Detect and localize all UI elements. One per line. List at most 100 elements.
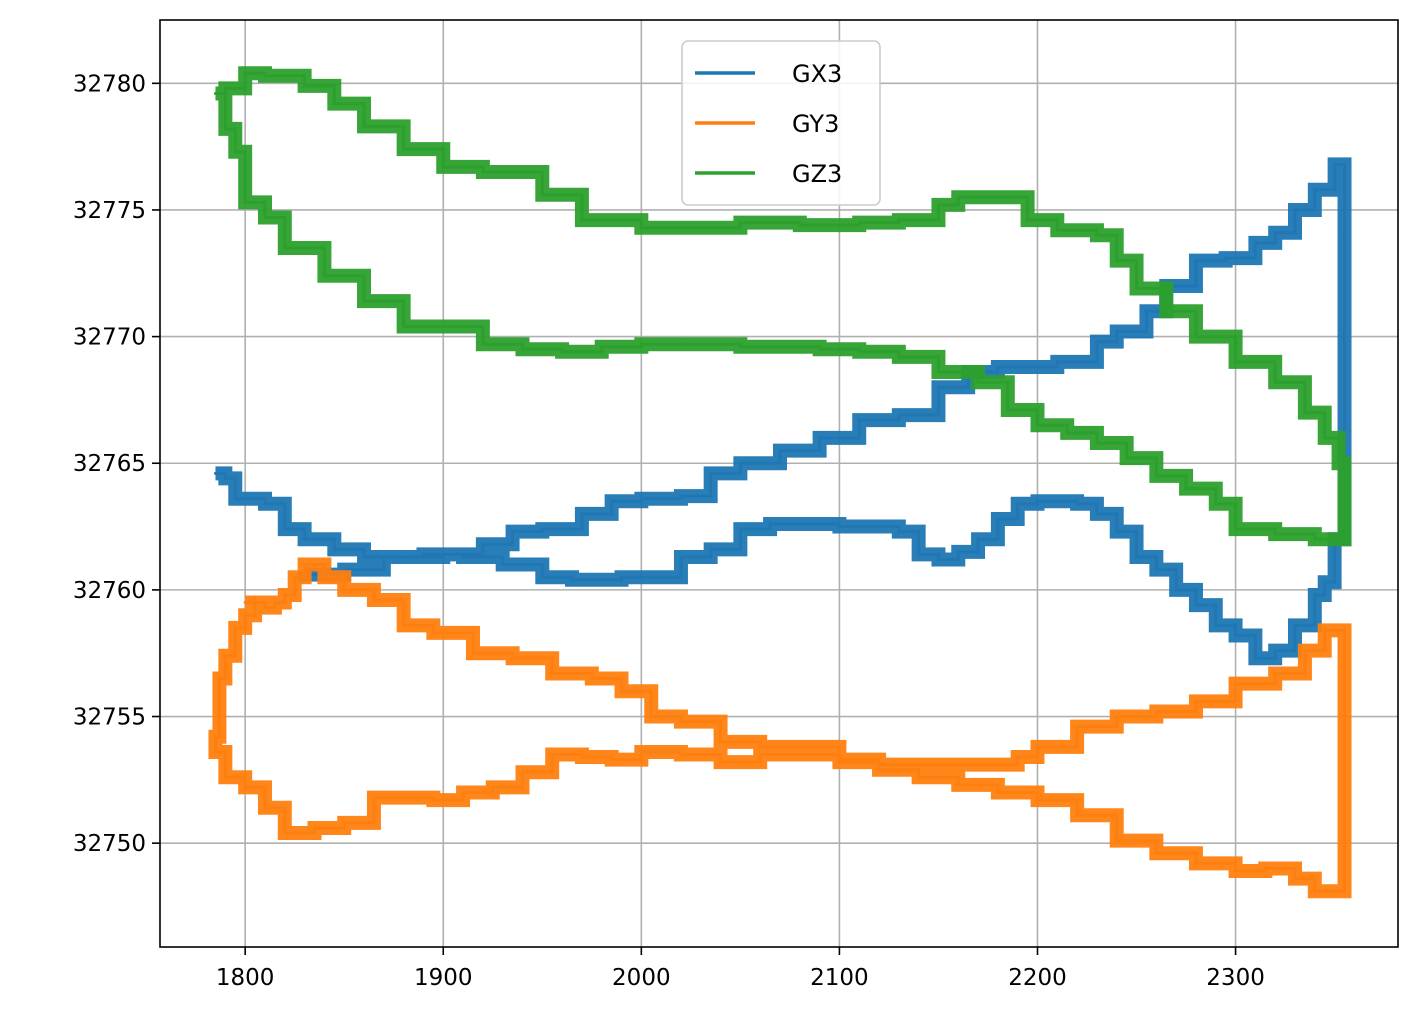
- data-point: [283, 593, 287, 597]
- data-point: [263, 74, 267, 78]
- data-point: [1026, 365, 1030, 369]
- data-point: [1016, 755, 1020, 759]
- data-point: [441, 165, 445, 169]
- data-point: [1323, 436, 1327, 440]
- y-tick-label: 32750: [73, 831, 146, 857]
- data-point: [798, 223, 802, 227]
- data-point: [362, 274, 366, 278]
- data-point: [1075, 798, 1079, 802]
- data-point: [471, 651, 475, 655]
- y-tick-label: 32755: [73, 705, 146, 731]
- data-point: [283, 806, 287, 810]
- series-line: [215, 162, 1347, 660]
- data-point: [639, 497, 643, 501]
- data-point: [936, 385, 940, 389]
- data-point: [293, 575, 297, 579]
- data-point: [1224, 256, 1228, 260]
- data-point: [837, 522, 841, 526]
- data-point: [1135, 530, 1139, 534]
- data-point: [1343, 889, 1347, 893]
- data-point: [372, 821, 376, 825]
- data-point: [778, 345, 782, 349]
- data-point: [738, 221, 742, 225]
- data-point: [798, 745, 802, 749]
- data-point: [431, 796, 435, 800]
- data-point: [580, 512, 584, 516]
- data-point: [1273, 527, 1277, 531]
- data-point: [1154, 839, 1158, 843]
- x-tick-label: 2200: [1008, 965, 1067, 991]
- data-point: [679, 494, 683, 498]
- data-point: [1343, 170, 1347, 174]
- data-point: [1035, 408, 1039, 412]
- data-point: [897, 218, 901, 222]
- data-point: [1337, 461, 1341, 465]
- data-point: [679, 575, 683, 579]
- data-point: [263, 502, 267, 506]
- y-axis: 32750 32755 32760 32765 32770 32775 32780: [73, 71, 160, 857]
- data-point: [897, 413, 901, 417]
- data-point: [1323, 628, 1327, 632]
- data-point: [639, 226, 643, 230]
- data-point: [382, 568, 386, 572]
- data-point: [313, 831, 317, 835]
- y-tick-label: 32775: [73, 198, 146, 224]
- data-point: [1234, 623, 1238, 627]
- data-point: [897, 525, 901, 529]
- data-point: [372, 598, 376, 602]
- data-point: [243, 150, 247, 154]
- data-point: [1273, 656, 1277, 660]
- data-point: [996, 365, 1000, 369]
- data-point: [778, 449, 782, 453]
- data-point: [402, 555, 406, 559]
- data-point: [1184, 474, 1188, 478]
- data-point: [421, 555, 425, 559]
- data-point: [362, 555, 366, 559]
- data-point: [679, 720, 683, 724]
- data-point: [600, 578, 604, 582]
- data-point: [223, 476, 227, 480]
- data-point: [639, 758, 643, 762]
- data-point: [501, 555, 505, 559]
- data-point: [956, 775, 960, 779]
- data-point: [1293, 866, 1297, 870]
- data-point: [560, 347, 564, 351]
- legend-label: GX3: [792, 60, 842, 88]
- data-point: [402, 147, 406, 151]
- data-point: [857, 418, 861, 422]
- data-point: [1125, 441, 1129, 445]
- data-point: [996, 783, 1000, 787]
- data-point: [1194, 588, 1198, 592]
- data-point: [243, 71, 247, 75]
- data-point: [1055, 360, 1059, 364]
- data-point: [481, 170, 485, 174]
- data-point: [550, 671, 554, 675]
- data-point: [511, 530, 515, 534]
- data-point: [1313, 188, 1317, 192]
- data-point: [213, 471, 217, 475]
- data-point: [976, 370, 980, 374]
- data-point: [1313, 623, 1317, 627]
- data-point: [1075, 499, 1079, 503]
- data-point: [1323, 593, 1327, 597]
- data-point: [738, 547, 742, 551]
- data-point: [1006, 380, 1010, 384]
- data-point: [520, 785, 524, 789]
- data-point: [402, 623, 406, 627]
- data-point: [253, 595, 257, 599]
- data-point: [600, 350, 604, 354]
- data-point: [303, 537, 307, 541]
- data-point: [1055, 499, 1059, 503]
- data-point: [976, 763, 980, 767]
- legend-label: GY3: [792, 110, 839, 138]
- data-point: [738, 461, 742, 465]
- data-point: [1095, 431, 1099, 435]
- data-point: [1055, 228, 1059, 232]
- data-point: [243, 775, 247, 779]
- data-point: [877, 525, 881, 529]
- data-point: [1154, 456, 1158, 460]
- data-point: [322, 246, 326, 250]
- data-point: [620, 689, 624, 693]
- data-point: [580, 218, 584, 222]
